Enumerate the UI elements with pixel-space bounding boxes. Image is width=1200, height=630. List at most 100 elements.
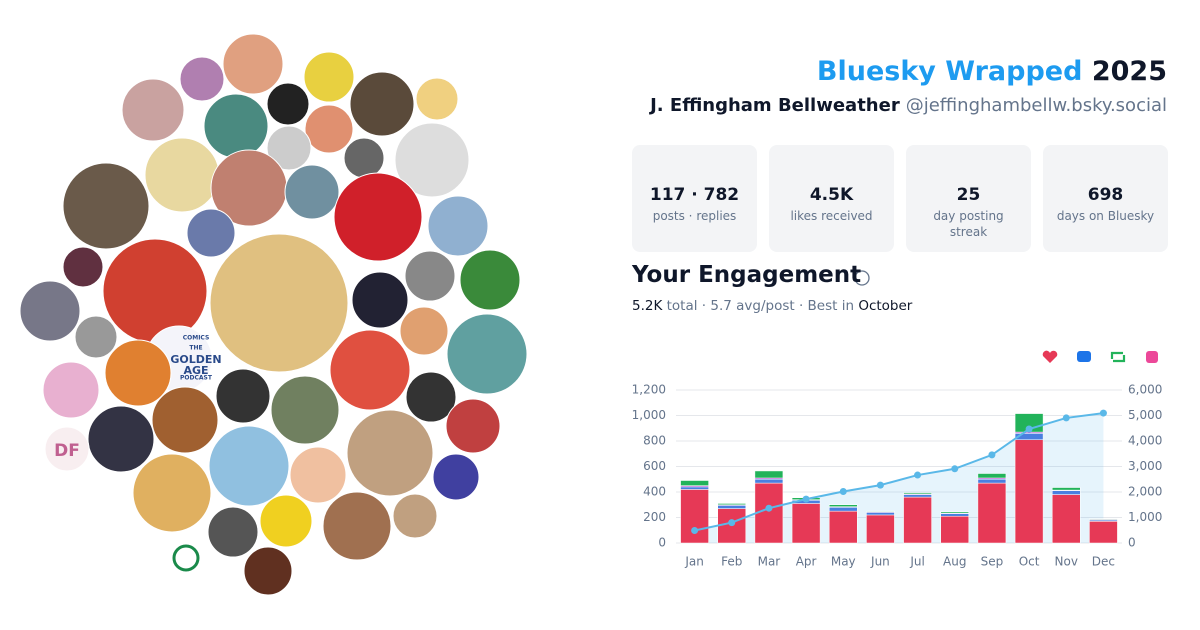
stat-value: 25 [956, 185, 981, 205]
avatar [44, 426, 90, 472]
summary: 5.2K total · 5.7 avg/post · Best in Octo… [632, 298, 912, 314]
bar-segment [1014, 439, 1044, 544]
x-tick-label: May [831, 555, 856, 569]
x-tick-label: Nov [1055, 555, 1078, 569]
avatar [208, 425, 290, 507]
bar-segment [754, 470, 784, 479]
avatar [346, 409, 434, 497]
y2-tick-label: 2,000 [1128, 485, 1162, 499]
legend-icon[interactable] [1077, 351, 1091, 362]
bar-segment [1052, 487, 1081, 491]
stat-card: 25 day posting streak [906, 145, 1031, 252]
legend-icon[interactable] [1042, 350, 1058, 363]
bar-segment [717, 503, 746, 506]
line-point [839, 487, 847, 495]
y-tick-label: 600 [643, 459, 666, 473]
bar-segment [903, 496, 932, 544]
line-point [876, 481, 884, 489]
avatar [349, 71, 415, 137]
avatar [222, 33, 284, 95]
avatar [144, 137, 220, 213]
avatar [303, 51, 355, 103]
avatar [132, 453, 212, 533]
bar-segment [829, 507, 858, 512]
x-tick-label: Jan [684, 555, 704, 569]
stat-value: 698 [1087, 185, 1124, 205]
avatar [445, 398, 501, 454]
avatar [102, 238, 208, 344]
y-tick-label: 800 [643, 434, 666, 448]
avatar [351, 271, 409, 329]
stat-card: 117 · 782 posts · replies [632, 145, 757, 252]
y2-tick-label: 6,000 [1128, 383, 1162, 397]
line-point [1025, 425, 1033, 433]
avatar [392, 493, 438, 539]
avatar-text: THE [189, 345, 202, 352]
avatar [446, 313, 528, 395]
avatar [266, 125, 312, 171]
avatar [289, 446, 347, 504]
stat-label: likes received [790, 209, 873, 223]
avatar-text: PODCAST [180, 375, 213, 382]
stat-value: 4.5K [809, 185, 854, 205]
summary-text: total · 5.7 avg/post · Best in [666, 298, 855, 314]
legend-icon[interactable] [1110, 351, 1126, 363]
bar-segment [1052, 494, 1081, 544]
bar-segment [680, 486, 709, 490]
avatar-text: AGE [183, 364, 208, 377]
avatar [405, 371, 457, 423]
legend-icon[interactable] [1146, 351, 1158, 363]
display-name: J. Effingham Bellweather [650, 95, 900, 116]
line-point [1099, 409, 1107, 417]
stat-label: day posting streak [933, 209, 1004, 239]
avatar [284, 164, 340, 220]
bar-segment [791, 503, 821, 544]
title: Bluesky Wrapped 2025 [817, 56, 1167, 87]
avatar-text: GOLDEN [170, 353, 221, 366]
line-point [1062, 414, 1070, 422]
bar-segment [977, 482, 1007, 544]
y-tick-label: 0 [658, 536, 666, 550]
avatar [186, 208, 236, 258]
y-tick-label: 200 [643, 510, 666, 524]
bar-segment [977, 473, 1007, 479]
avatar [266, 82, 310, 126]
avatar [322, 491, 392, 561]
x-tick-label: Jun [870, 555, 890, 569]
avatar [394, 122, 470, 198]
x-tick-label: Dec [1092, 555, 1115, 569]
avatar [104, 339, 172, 407]
section-title: Your Engagement [632, 262, 862, 288]
avatar [259, 494, 313, 548]
handle[interactable]: @jeffinghambellw.bsky.social [905, 95, 1167, 116]
stat-card: 4.5K likes received [769, 145, 894, 252]
avatar [203, 93, 269, 159]
line-point [951, 465, 959, 473]
bar-segment [940, 513, 969, 517]
line-point [728, 519, 736, 527]
avatar [209, 233, 349, 373]
avatar [404, 250, 456, 302]
avatar-text: DF [54, 441, 80, 461]
line [694, 412, 1104, 532]
bar-segment [940, 511, 969, 514]
bar-segment [1089, 521, 1118, 544]
title-text: Bluesky Wrapped [816, 56, 1083, 87]
line-point [765, 504, 773, 512]
bar-segment [1089, 518, 1118, 520]
onion-icon [172, 544, 200, 572]
bar-segment [829, 504, 858, 507]
avatar [415, 77, 459, 121]
x-tick-label: Apr [796, 555, 817, 569]
avatar-text: COMICS [183, 335, 210, 342]
bar-segment [940, 515, 969, 544]
info-icon [854, 270, 870, 286]
avatar [62, 162, 150, 250]
avatar [343, 137, 385, 179]
x-tick-label: Sep [981, 555, 1004, 569]
bar-segment [680, 480, 709, 486]
stat-card: 698 days on Bluesky [1043, 145, 1168, 252]
bar-segment [680, 489, 709, 544]
